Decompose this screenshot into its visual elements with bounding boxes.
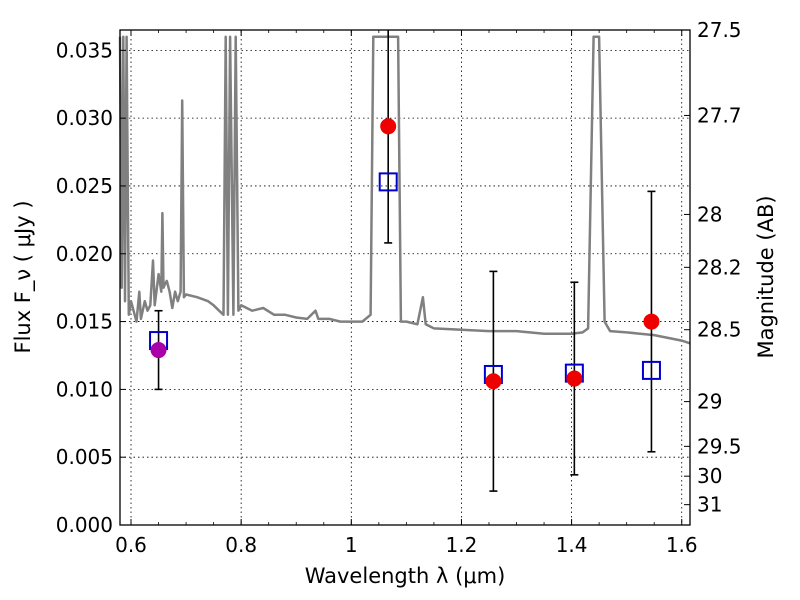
y-axis-label: Flux F_ν ( μJy ): [11, 200, 36, 353]
observed-point: [643, 313, 660, 330]
observed-point: [150, 342, 167, 359]
right-tick-label: 29: [697, 390, 722, 414]
right-tick-label: 28: [697, 202, 722, 226]
right-tick-label: 27.5: [697, 18, 742, 42]
right-tick-label: 28.2: [697, 255, 742, 279]
model-square-point: [378, 172, 398, 192]
model-sed-series: [118, 35, 691, 345]
x-tick-label: 1.6: [666, 533, 698, 557]
right-tick-label: 29.5: [697, 434, 742, 458]
observed-point: [380, 118, 397, 135]
x-tick-label: 1: [345, 533, 358, 557]
y-tick-label: 0.015: [56, 310, 113, 334]
observed-point: [485, 373, 502, 390]
x-tick-label: 0.8: [225, 533, 257, 557]
x-tick-label: 1.2: [446, 533, 478, 557]
x-tick-label: 0.6: [115, 533, 147, 557]
y-tick-label: 0.025: [56, 174, 113, 198]
right-axis-ticks: 27.5 27.7 28 28.2 28.5 29 29.5 30 31: [684, 18, 742, 517]
x-axis-label: Wavelength λ (μm): [305, 564, 506, 588]
y-axis-ticks: 0.000 0.005 0.010 0.015 0.020 0.025 0.030 0.035: [56, 38, 126, 537]
y-tick-label: 0.000: [56, 513, 113, 537]
right-y-axis-label: Magnitude (AB): [754, 195, 778, 358]
model-sed-line: [118, 35, 691, 345]
right-tick-label: 30: [697, 464, 722, 488]
x-tick-label: 1.4: [556, 533, 588, 557]
x-axis-ticks: 0.6 0.8 1 1.2 1.4 1.6: [115, 30, 698, 557]
y-tick-label: 0.005: [56, 445, 113, 469]
y-tick-label: 0.030: [56, 106, 113, 130]
observed-photometry-series: [150, 118, 660, 390]
y-tick-label: 0.035: [56, 38, 113, 62]
right-tick-label: 31: [697, 493, 722, 517]
plot-frame: [119, 29, 691, 526]
y-tick-label: 0.020: [56, 242, 113, 266]
grid-lines: [120, 30, 690, 525]
model-square-point: [641, 360, 661, 380]
y-tick-label: 0.010: [56, 377, 113, 401]
observed-point: [566, 370, 583, 387]
right-tick-label: 27.7: [697, 103, 742, 127]
right-tick-label: 28.5: [697, 318, 742, 342]
